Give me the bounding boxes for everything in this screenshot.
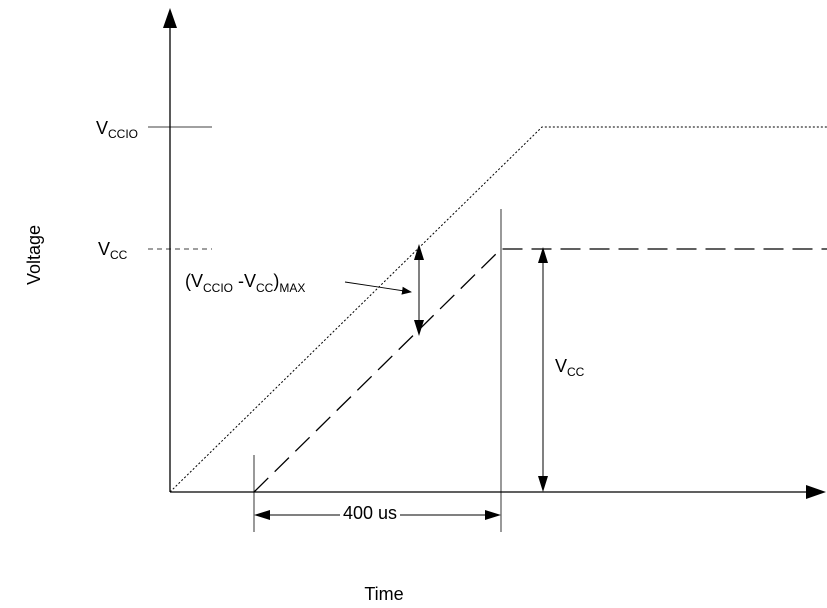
delta-arrowhead-top [414, 244, 424, 260]
vcc-height-arrowhead-bottom [538, 476, 548, 492]
vcc-level-label: VCC [98, 239, 128, 262]
vcc-height-arrowhead-top [538, 247, 548, 263]
vccio-curve [169, 126, 827, 493]
x-axis-arrowhead [806, 485, 826, 499]
delta-label: (VCCIO -VCC)MAX [185, 271, 305, 295]
y-axis-label: Voltage [24, 225, 44, 285]
y-axis-arrowhead [163, 8, 177, 28]
vcc-curve [253, 248, 827, 493]
vccio-level-label: VCCIO [96, 118, 138, 141]
delta-arrowhead-bottom [414, 320, 424, 336]
vcc-height-label: VCC [555, 356, 585, 379]
delay-arrowhead-right [485, 510, 501, 520]
delay-label-background [340, 502, 400, 520]
delta-leader-line [344, 281, 412, 295]
delay-label: 400 us [343, 503, 397, 523]
delay-arrowhead-left [254, 510, 270, 520]
x-axis-label: Time [364, 584, 403, 604]
